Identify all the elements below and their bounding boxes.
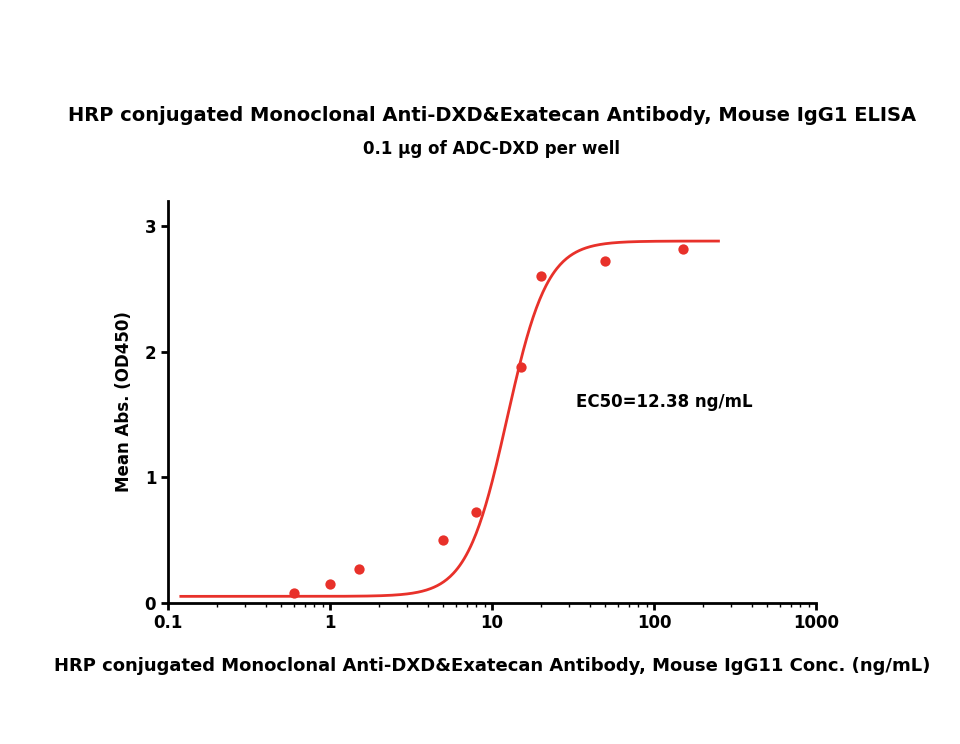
Point [468,506,484,518]
Y-axis label: Mean Abs. (OD450): Mean Abs. (OD450) [115,311,133,493]
Text: 0.1 μg of ADC-DXD per well: 0.1 μg of ADC-DXD per well [364,140,620,158]
Point [286,586,301,598]
Text: EC50=12.38 ng/mL: EC50=12.38 ng/mL [576,393,753,411]
Point [323,578,338,590]
Point [513,361,528,373]
Point [597,255,612,267]
Point [675,243,690,254]
Point [436,534,451,546]
Point [533,270,548,282]
Text: HRP conjugated Monoclonal Anti-DXD&Exatecan Antibody, Mouse IgG11 Conc. (ng/mL): HRP conjugated Monoclonal Anti-DXD&Exate… [54,657,930,675]
Point [350,562,366,574]
Text: HRP conjugated Monoclonal Anti-DXD&Exatecan Antibody, Mouse IgG1 ELISA: HRP conjugated Monoclonal Anti-DXD&Exate… [68,106,916,125]
